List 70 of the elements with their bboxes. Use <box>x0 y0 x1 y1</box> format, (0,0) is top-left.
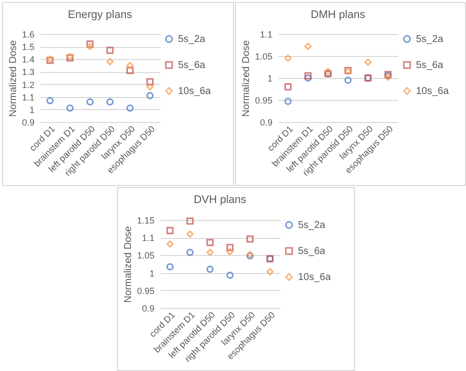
point <box>126 62 134 70</box>
point <box>206 266 214 273</box>
point <box>146 92 154 100</box>
point <box>126 104 134 112</box>
point <box>226 244 234 252</box>
y-tick-label: 1.4 <box>22 54 34 65</box>
point <box>186 230 194 238</box>
y-tick-label: 0.95 <box>136 286 154 296</box>
point <box>304 74 312 82</box>
point <box>364 58 372 66</box>
point <box>146 78 154 86</box>
y-axis-title: Normalized Dose <box>240 40 252 117</box>
y-tick-label: 1.1 <box>22 92 34 102</box>
y-tick-label: 1.6 <box>22 30 34 40</box>
y-tick-label: 0.95 <box>254 96 272 106</box>
point <box>206 248 214 256</box>
point <box>166 263 174 270</box>
point <box>186 217 194 225</box>
y-tick-label: 1.05 <box>136 250 154 261</box>
point <box>304 72 312 80</box>
y-tick-label: 1 <box>29 104 34 115</box>
legend-label: 10s_6a <box>178 86 212 97</box>
point <box>304 42 312 50</box>
point <box>226 272 234 279</box>
y-tick-label: 1.2 <box>22 80 34 90</box>
chart-title: Energy plans <box>68 9 133 21</box>
point <box>106 46 114 54</box>
legend-label: 5s_6a <box>298 246 326 257</box>
y-tick-label: 0.9 <box>260 118 272 128</box>
point <box>166 240 174 248</box>
y-tick-label: 1.1 <box>260 30 272 40</box>
point <box>106 58 114 66</box>
point <box>146 83 154 90</box>
point <box>284 83 292 90</box>
y-tick-label: 1 <box>267 74 272 84</box>
point <box>246 235 254 243</box>
point <box>86 42 94 50</box>
y-tick-label: 1.15 <box>136 216 154 226</box>
legend-label: 5s_6a <box>416 60 444 71</box>
y-tick-label: 0.9 <box>22 118 34 128</box>
y-tick-label: 0.9 <box>142 304 154 314</box>
point <box>284 54 292 62</box>
point <box>166 226 174 234</box>
legend-label: 5s_2a <box>298 220 326 231</box>
legend-label: 10s_6a <box>298 272 332 283</box>
y-tick-label: 1.1 <box>142 233 154 244</box>
point <box>266 268 274 276</box>
chart-title: DMH plans <box>310 9 366 21</box>
y-axis-title: Normalized Dose <box>122 226 134 303</box>
legend-label: 10s_6a <box>416 86 450 97</box>
y-tick-label: 1.05 <box>254 52 272 62</box>
point <box>46 97 54 104</box>
legend-label: 5s_6a <box>178 60 206 71</box>
point <box>86 98 94 106</box>
point <box>284 98 292 105</box>
point <box>206 238 214 246</box>
point <box>186 248 194 256</box>
point <box>86 40 94 48</box>
point <box>126 66 134 74</box>
point <box>66 104 74 112</box>
chart-title: DVH plans <box>194 194 247 206</box>
legend-label: 5s_2a <box>416 34 444 45</box>
point <box>106 98 114 106</box>
legend-label: 5s_2a <box>178 34 206 45</box>
y-tick-label: 1.3 <box>22 67 34 78</box>
point <box>226 248 234 256</box>
y-tick-label: 1.5 <box>22 42 34 52</box>
y-tick-label: 1 <box>149 268 154 278</box>
point <box>344 76 352 84</box>
y-axis-title: Normalized Dose <box>8 40 19 117</box>
